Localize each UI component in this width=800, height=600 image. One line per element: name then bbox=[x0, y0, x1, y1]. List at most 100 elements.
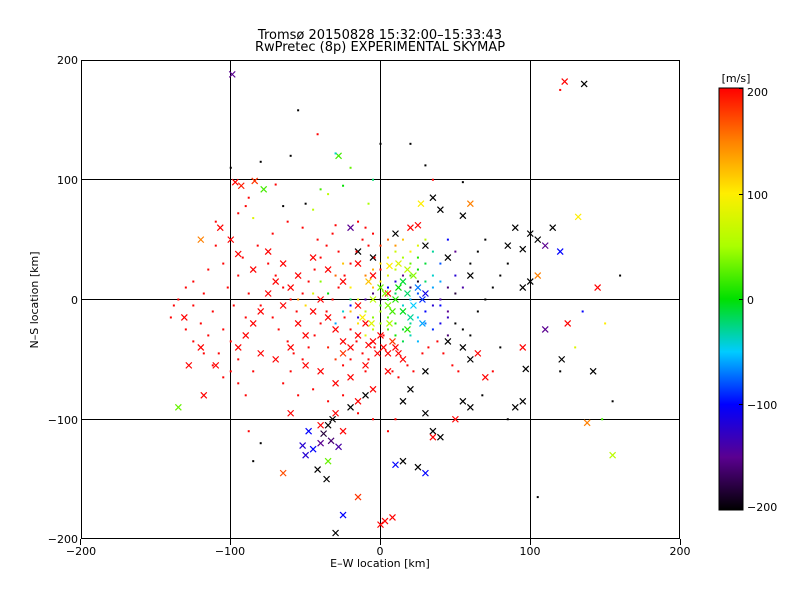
data-point-dot bbox=[431, 328, 434, 331]
data-point-dot bbox=[461, 181, 464, 184]
data-point-dot bbox=[211, 310, 214, 313]
data-point-dot bbox=[367, 202, 370, 205]
data-point-dot bbox=[484, 298, 487, 301]
data-point-dot bbox=[454, 250, 457, 253]
data-point-dot bbox=[409, 298, 412, 301]
data-point-cross bbox=[354, 493, 362, 501]
data-point-dot bbox=[476, 250, 479, 253]
data-point-dot bbox=[319, 322, 322, 325]
data-point-cross bbox=[339, 337, 347, 345]
data-point-cross bbox=[197, 343, 205, 351]
data-point-dot bbox=[237, 382, 240, 385]
data-point-dot bbox=[232, 304, 235, 307]
data-point-cross bbox=[329, 415, 337, 423]
data-point-dot bbox=[247, 430, 250, 433]
x-tick-label: −200 bbox=[66, 545, 96, 558]
data-point-dot bbox=[499, 346, 502, 349]
data-point-cross bbox=[404, 266, 411, 273]
data-point-cross bbox=[314, 466, 322, 473]
data-point-dot bbox=[431, 304, 434, 307]
data-point-cross bbox=[399, 278, 407, 285]
data-point-dot bbox=[319, 280, 322, 283]
data-point-cross bbox=[272, 355, 280, 363]
data-point-dot bbox=[601, 418, 604, 421]
data-point-dot bbox=[379, 142, 382, 145]
data-point-cross bbox=[386, 320, 393, 327]
data-point-dot bbox=[476, 310, 479, 313]
data-point-cross bbox=[323, 475, 331, 483]
data-point-dot bbox=[343, 274, 346, 277]
data-point-dot bbox=[169, 316, 172, 319]
data-point-cross bbox=[324, 266, 332, 273]
data-point-cross bbox=[365, 341, 372, 349]
data-point-dot bbox=[431, 250, 434, 253]
data-point-dot bbox=[177, 298, 180, 301]
data-point-dot bbox=[342, 364, 345, 367]
data-point-dot bbox=[401, 328, 404, 331]
data-point-dot bbox=[431, 286, 434, 289]
data-point-dot bbox=[409, 286, 412, 289]
data-point-dot bbox=[349, 166, 352, 169]
data-point-dot bbox=[431, 178, 434, 181]
data-point-cross bbox=[305, 427, 313, 435]
data-point-dot bbox=[319, 256, 322, 259]
data-point-dot bbox=[364, 310, 367, 313]
data-point-dot bbox=[271, 316, 274, 319]
data-point-dot bbox=[349, 304, 352, 307]
data-point-cross bbox=[404, 326, 411, 333]
data-point-dot bbox=[427, 346, 430, 349]
data-point-dot bbox=[312, 208, 315, 211]
data-point-dot bbox=[316, 238, 319, 241]
data-point-dot bbox=[349, 358, 352, 361]
data-point-cross bbox=[404, 290, 411, 297]
data-point-dot bbox=[334, 274, 337, 277]
data-point-dot bbox=[364, 298, 367, 301]
data-point-dot bbox=[214, 220, 217, 223]
data-point-dot bbox=[222, 328, 225, 331]
data-point-dot bbox=[439, 280, 442, 283]
data-point-cross bbox=[474, 349, 482, 357]
data-point-cross bbox=[309, 308, 317, 315]
data-point-cross bbox=[422, 469, 429, 477]
data-point-cross bbox=[234, 250, 242, 258]
data-point-cross bbox=[422, 409, 429, 417]
data-point-dot bbox=[394, 292, 397, 295]
data-point-cross bbox=[302, 361, 310, 369]
y-tick-label: 100 bbox=[57, 174, 78, 187]
data-point-cross bbox=[419, 296, 426, 303]
data-point-dot bbox=[373, 346, 376, 349]
data-point-cross bbox=[436, 433, 444, 441]
data-point-cross bbox=[294, 272, 302, 279]
data-point-dot bbox=[412, 370, 415, 373]
data-point-cross bbox=[354, 248, 362, 256]
data-point-dot bbox=[409, 142, 412, 145]
data-point-cross bbox=[519, 397, 527, 405]
data-point-dot bbox=[446, 316, 449, 319]
data-point-dot bbox=[342, 262, 345, 265]
data-point-dot bbox=[357, 322, 360, 325]
data-point-dot bbox=[355, 340, 358, 343]
data-point-cross bbox=[386, 262, 393, 270]
data-point-dot bbox=[286, 220, 289, 223]
data-point-cross bbox=[279, 469, 287, 477]
data-point-dot bbox=[342, 184, 345, 187]
data-point-dot bbox=[357, 298, 360, 301]
data-point-cross bbox=[466, 272, 474, 279]
data-point-dot bbox=[364, 370, 367, 373]
data-point-dot bbox=[409, 262, 412, 265]
data-point-cross bbox=[392, 343, 399, 351]
data-point-cross bbox=[534, 236, 542, 244]
data-point-dot bbox=[349, 298, 352, 301]
colorbar-ticks bbox=[739, 88, 743, 510]
data-point-cross bbox=[279, 260, 287, 267]
data-point-cross bbox=[459, 343, 467, 351]
data-point-dot bbox=[334, 152, 337, 155]
data-point-cross bbox=[395, 349, 402, 357]
data-point-cross bbox=[451, 415, 459, 423]
data-point-cross bbox=[526, 230, 534, 238]
data-point-dot bbox=[446, 334, 449, 337]
data-point-dot bbox=[424, 238, 427, 241]
colorbar-tick-label: −100 bbox=[747, 399, 777, 412]
data-point-dot bbox=[184, 286, 187, 289]
data-point-dot bbox=[325, 310, 328, 313]
